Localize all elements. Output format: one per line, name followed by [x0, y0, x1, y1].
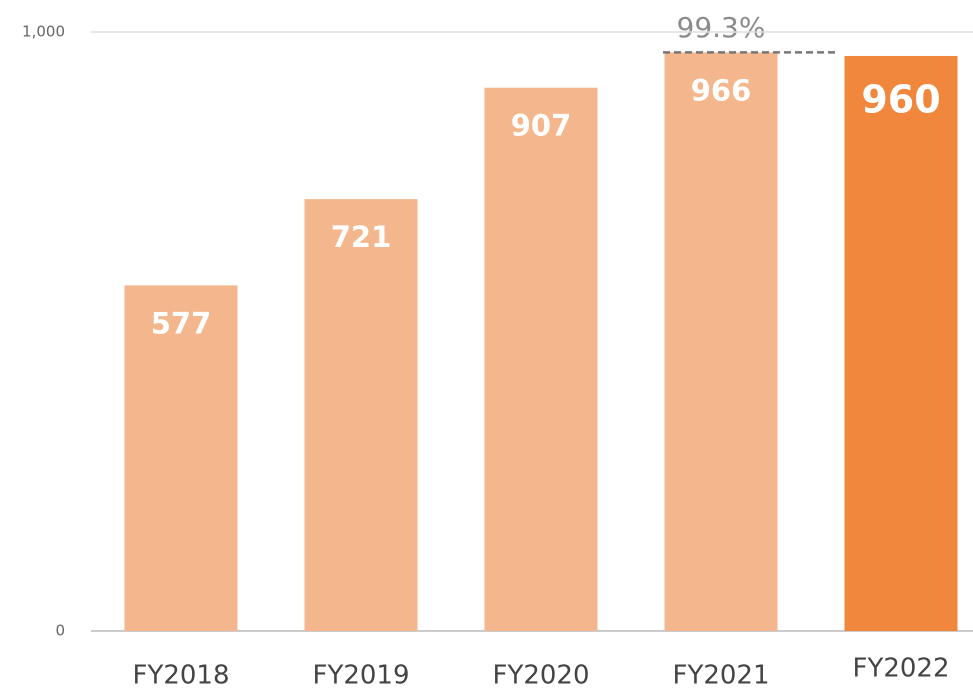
- annotation: 99.3%: [677, 11, 766, 44]
- x-tick-label: FY2020: [492, 661, 589, 688]
- value-label: 960: [861, 77, 940, 121]
- value-label: 577: [151, 306, 212, 340]
- bar: [844, 55, 958, 631]
- value-label: 907: [511, 109, 572, 143]
- bar: [664, 52, 778, 631]
- x-tick-label: FY2021: [672, 661, 769, 688]
- bar: [484, 87, 598, 631]
- value-label: 721: [331, 220, 392, 254]
- y-tick-label: 0: [55, 622, 65, 640]
- x-tick-label: FY2022: [852, 654, 949, 684]
- y-tick-label: 1,000: [22, 23, 65, 41]
- x-tick-label: FY2019: [312, 661, 409, 688]
- x-tick-label: FY2018: [132, 661, 229, 688]
- bar: [304, 199, 418, 631]
- value-label: 966: [691, 73, 752, 107]
- bar: [124, 285, 238, 631]
